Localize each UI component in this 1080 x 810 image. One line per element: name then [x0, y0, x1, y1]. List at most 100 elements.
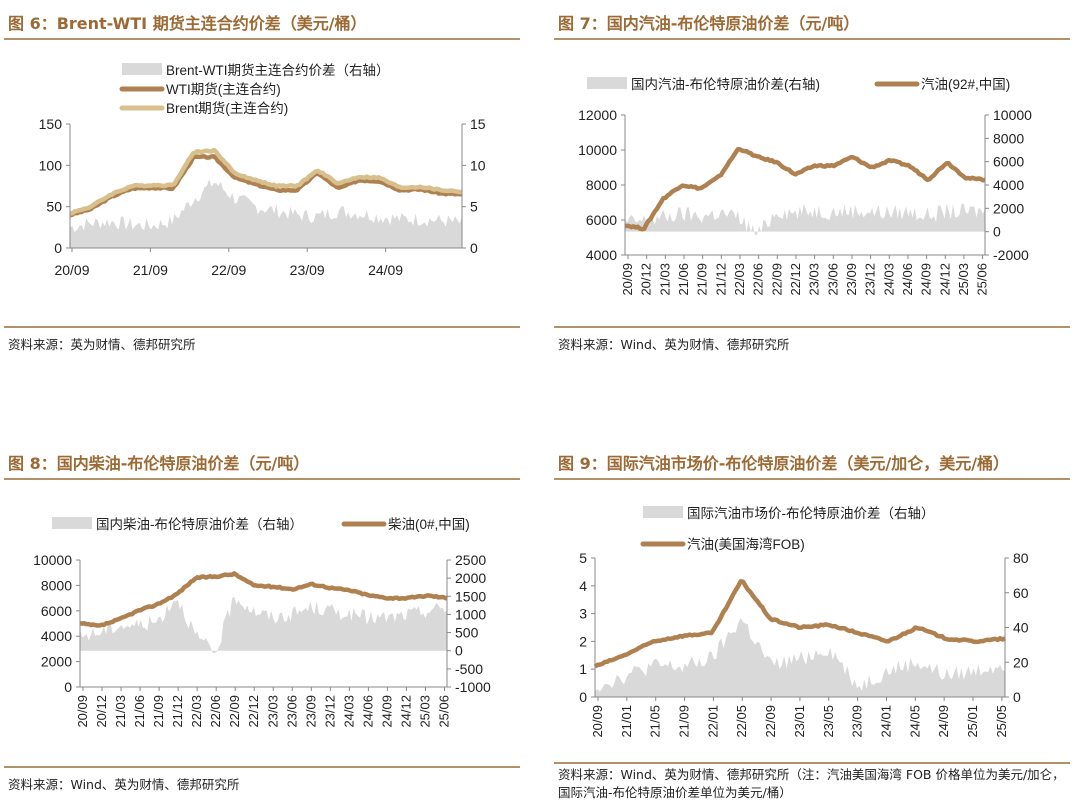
- spread-area: [70, 179, 462, 248]
- y-tick-label-left: 10000: [578, 142, 617, 158]
- y-tick-label-left: 8000: [586, 177, 617, 193]
- y-tick-label-right: 20: [1013, 654, 1029, 670]
- y-tick-label-right: 10: [470, 157, 486, 173]
- x-tick-label: 25/06: [436, 695, 451, 728]
- y-tick-label-left: 0: [54, 240, 62, 256]
- source-note: 资料来源：Wind、英为财情、德邦研究所: [8, 777, 240, 792]
- chart-title: 图 9：国际汽油市场价-布伦特原油价差（美元/加仑，美元/桶）: [558, 454, 1010, 473]
- x-tick-label: 21/09: [677, 705, 692, 738]
- x-tick-label: 24/03: [881, 263, 896, 296]
- chart-title: 图 8：国内柴油-布伦特原油价差（元/吨）: [8, 454, 310, 473]
- x-tick-label: 20/09: [620, 263, 635, 296]
- x-tick-label: 22/09: [211, 262, 246, 278]
- y-tick-label-right: 6000: [993, 154, 1024, 170]
- source-note: 资料来源：英为财情、德邦研究所: [8, 337, 196, 352]
- y-tick-label-left: 0: [64, 679, 72, 695]
- x-tick-label: 22/06: [208, 695, 223, 728]
- legend-swatch-area: [122, 63, 162, 75]
- x-tick-label: 25/03: [956, 263, 971, 296]
- x-tick-label: 25/05: [994, 705, 1009, 738]
- y-tick-label-left: 2: [579, 633, 587, 649]
- x-tick-label: 25/03: [417, 695, 432, 728]
- x-tick-label: 24/09: [379, 695, 394, 728]
- x-tick-label: 23/05: [821, 705, 836, 738]
- source-rule: [554, 326, 1070, 328]
- x-tick-label: 23/09: [303, 695, 318, 728]
- legend-label: 国际汽油市场价-布伦特原油价差（右轴）: [687, 505, 935, 521]
- legend-swatch-area: [52, 517, 92, 529]
- x-tick-label: 22/05: [734, 705, 749, 738]
- title-rule: [4, 38, 520, 40]
- x-tick-label: 23/12: [863, 263, 878, 296]
- x-tick-label: 22/09: [227, 695, 242, 728]
- y-tick-label-right: -2000: [993, 247, 1029, 263]
- legend-swatch-area: [643, 506, 683, 518]
- x-tick-label: 21/01: [619, 705, 634, 738]
- x-tick-label: 22/12: [246, 695, 261, 728]
- x-tick-label: 23/09: [290, 262, 325, 278]
- y-tick-label-left: 10000: [33, 552, 72, 568]
- x-tick-label: 20/12: [94, 695, 109, 728]
- y-tick-label-left: 5: [579, 550, 587, 566]
- x-tick-label: 25/01: [965, 705, 980, 738]
- x-tick-label: 23/06: [284, 695, 299, 728]
- x-tick-label: 23/12: [322, 695, 337, 728]
- x-tick-label: 23/09: [844, 263, 859, 296]
- chart-title: 图 6：Brent-WTI 期货主连合约价差（美元/桶）: [8, 14, 367, 33]
- chart-8-svg: 0 2000 4000 6000 8000 10000 -1000 -500 0 500 1000 1…: [33, 517, 491, 728]
- x-tick-label: 24/09: [936, 705, 951, 738]
- legend-label: 汽油(美国海湾FOB): [687, 536, 805, 552]
- x-tick-label: 24/09: [368, 262, 403, 278]
- x-tick-label: 21/05: [648, 705, 663, 738]
- y-tick-label-left: 150: [39, 116, 63, 132]
- x-tick-label: 21/09: [133, 262, 168, 278]
- y-tick-label-right: 4000: [993, 177, 1024, 193]
- legend-label: WTI期货(主连合约): [166, 81, 281, 97]
- x-tick-label: 24/05: [907, 705, 922, 738]
- x-tick-label: 20/09: [54, 262, 89, 278]
- x-tick-label: 20/12: [639, 263, 654, 296]
- y-tick-label-left: 6000: [41, 603, 72, 619]
- source-rule: [4, 326, 520, 328]
- chart-panel-6: 图 6：Brent-WTI 期货主连合约价差（美元/桶） 0 50 100 150 0 5…: [0, 0, 530, 360]
- price-line: [69, 147, 463, 216]
- x-tick-label: 21/09: [695, 263, 710, 296]
- x-tick-label: 21/06: [676, 263, 691, 296]
- y-tick-label-right: 60: [1013, 585, 1029, 601]
- spread-area: [625, 203, 985, 235]
- y-tick-label-left: 4000: [586, 247, 617, 263]
- spread-area: [80, 596, 447, 654]
- chart-9-svg: 0 1 2 3 4 5 0 20 40 60 80 20/09 21/01 21/05 21/09 22/01…: [579, 505, 1029, 738]
- y-tick-label-right: 0: [1013, 689, 1021, 705]
- x-tick-label: 24/03: [341, 695, 356, 728]
- legend-label: 柴油(0#,中国): [388, 517, 470, 532]
- price-line: [79, 571, 448, 628]
- source-rule: [554, 762, 1070, 764]
- spread-area: [595, 618, 1005, 697]
- y-tick-label-left: 3: [579, 606, 587, 622]
- x-tick-label: 20/09: [75, 695, 90, 728]
- y-tick-label-right: 40: [1013, 620, 1029, 636]
- legend-label: 国内汽油-布伦特原油价差(右轴): [631, 77, 820, 92]
- y-tick-label-left: 1: [579, 661, 587, 677]
- chart-title: 图 7：国内汽油-布伦特原油价差（元/吨）: [558, 14, 860, 33]
- chart-6-svg: 0 50 100 150 0 5 10 15 20/09 21/09 22/09 23/09 24/09…: [39, 62, 486, 278]
- y-tick-label-left: 4000: [41, 628, 72, 644]
- x-tick-label: 25/06: [975, 263, 990, 296]
- y-tick-label-right: 1000: [455, 606, 486, 622]
- x-tick-label: 24/06: [900, 263, 915, 296]
- price-line: [69, 154, 463, 218]
- price-line: [624, 146, 986, 232]
- price-line: [593, 579, 1007, 669]
- y-tick-label-right: 15: [470, 116, 486, 132]
- y-tick-label-left: 4: [579, 578, 587, 594]
- x-tick-label: 21/09: [151, 695, 166, 728]
- y-tick-label-right: 0: [993, 224, 1001, 240]
- y-tick-label-right: 2000: [993, 200, 1024, 216]
- y-tick-label-left: 12000: [578, 107, 617, 123]
- x-tick-label: 21/12: [170, 695, 185, 728]
- x-tick-label: 22/09: [763, 705, 778, 738]
- x-tick-label: 23/03: [807, 263, 822, 296]
- y-tick-label-right: 10000: [993, 107, 1032, 123]
